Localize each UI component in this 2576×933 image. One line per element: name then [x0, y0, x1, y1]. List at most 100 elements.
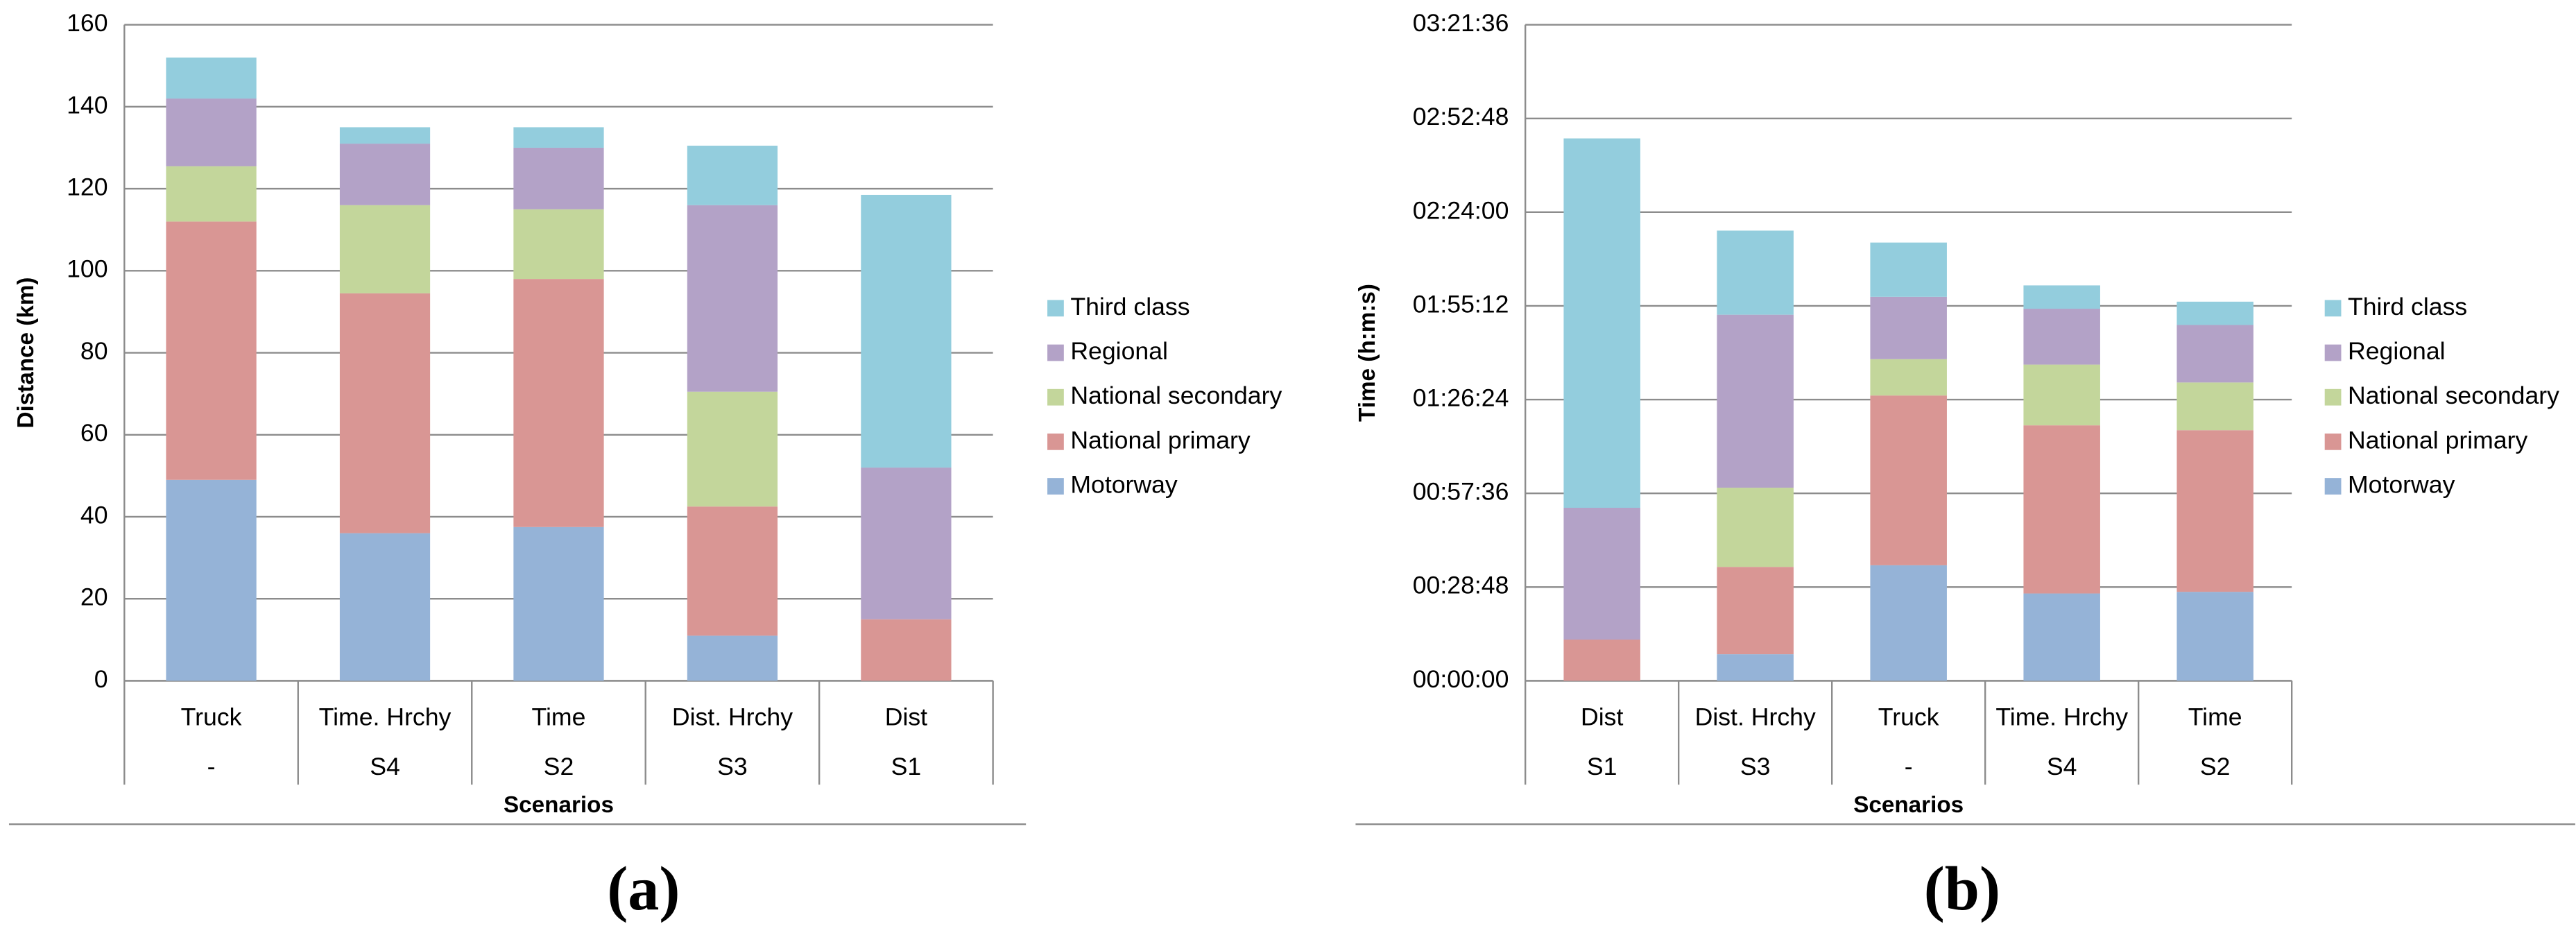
y-tick-label: 02:24:00 [1413, 196, 1509, 224]
y-axis-title: Time (h:m:s) [1355, 284, 1380, 422]
y-tick-label: 02:52:48 [1413, 103, 1509, 130]
legend-swatch [2324, 344, 2342, 361]
bar-segment [861, 619, 952, 681]
bar-segment [339, 144, 431, 205]
legend-swatch [1047, 478, 1064, 495]
bar-segment [1717, 488, 1794, 567]
panel-label: (a) [607, 854, 680, 923]
x-tick-label: Dist [1581, 703, 1623, 730]
y-tick-label: 0 [94, 665, 108, 693]
y-tick-label: 01:26:24 [1413, 384, 1509, 412]
legend-swatch [1047, 344, 1064, 361]
y-tick-label: 40 [80, 501, 108, 529]
bar-segment [166, 57, 257, 99]
legend-swatch [1047, 433, 1064, 450]
x-tick-label: Time [532, 703, 586, 730]
bar-segment [166, 166, 257, 222]
bar-segment [687, 635, 778, 681]
bar-segment [2176, 430, 2253, 592]
group-label: S4 [370, 753, 400, 780]
bar-segment [1870, 395, 1947, 565]
group-label: S3 [1740, 753, 1771, 780]
bar-segment [2023, 425, 2100, 594]
legend-label: National primary [2348, 426, 2528, 454]
legend-swatch [1047, 388, 1064, 406]
legend-label: Regional [2348, 337, 2446, 365]
x-tick-label: Truck [181, 703, 242, 730]
legend-label: Motorway [2348, 470, 2455, 498]
bar-segment [339, 293, 431, 533]
bar-segment [339, 127, 431, 144]
y-tick-label: 80 [80, 337, 108, 365]
legend-label: National primary [1070, 426, 1251, 454]
bar-segment [1870, 296, 1947, 359]
y-tick-label: 120 [67, 173, 108, 201]
group-label: S2 [544, 753, 574, 780]
bar-segment [2023, 593, 2100, 681]
y-tick-label: 03:21:36 [1413, 9, 1509, 37]
legend-label: Motorway [1070, 470, 1178, 498]
legend-swatch [2324, 388, 2342, 406]
bar-segment [2023, 285, 2100, 309]
bar-segment [166, 479, 257, 681]
bar-segment [513, 147, 604, 209]
bar-segment [1563, 639, 1640, 681]
group-label: S4 [2047, 753, 2077, 780]
bar-segment [1563, 138, 1640, 508]
group-label: - [1905, 753, 1913, 780]
y-tick-label: 140 [67, 91, 108, 119]
legend-swatch [2324, 300, 2342, 317]
y-tick-label: 100 [67, 255, 108, 283]
legend-swatch [2324, 433, 2342, 450]
x-tick-label: Dist [885, 703, 927, 730]
x-tick-label: Dist. Hrchy [672, 703, 793, 730]
y-tick-label: 60 [80, 419, 108, 447]
bar-segment [166, 221, 257, 480]
group-label: S3 [717, 753, 748, 780]
legend-label: Regional [1070, 337, 1168, 365]
group-label: - [207, 753, 216, 780]
bar-segment [2023, 364, 2100, 426]
bar-segment [2176, 325, 2253, 383]
y-tick-label: 00:28:48 [1413, 572, 1509, 599]
bar-segment [1717, 654, 1794, 681]
chart: 00:00:00 00:28:48 00:57:36 01:26:24 01:55:12… [1355, 9, 2575, 923]
group-label: S2 [2200, 753, 2231, 780]
bar-segment [2176, 382, 2253, 431]
x-tick-label: Time [2188, 703, 2242, 730]
group-label: S1 [1587, 753, 1617, 780]
y-tick-label: 20 [80, 583, 108, 611]
bar-segment [513, 127, 604, 148]
bar-segment [1870, 359, 1947, 396]
bar-segment [339, 533, 431, 681]
bar-segment [1717, 567, 1794, 655]
x-axis-title: Scenarios [1853, 792, 1964, 818]
bar-segment [513, 527, 604, 681]
y-tick-label: 00:57:36 [1413, 478, 1509, 506]
bar-segment [861, 468, 952, 619]
y-tick-label: 00:00:00 [1413, 665, 1509, 693]
bar-segment [2023, 309, 2100, 365]
bar-segment [1717, 314, 1794, 488]
legend-label: Third class [2348, 293, 2467, 320]
bar-segment [1870, 242, 1947, 297]
legend-swatch [1047, 300, 1064, 317]
x-tick-label: Time. Hrchy [319, 703, 452, 730]
bar-segment [166, 99, 257, 166]
bar-segment [2176, 301, 2253, 325]
x-tick-label: Dist. Hrchy [1695, 703, 1816, 730]
y-tick-label: 01:55:12 [1413, 290, 1509, 318]
legend-label: National secondary [2348, 382, 2559, 409]
bar-segment [513, 279, 604, 527]
group-label: S1 [891, 753, 922, 780]
x-axis-title: Scenarios [504, 792, 614, 818]
legend-swatch [2324, 478, 2342, 495]
bar-segment [687, 506, 778, 636]
legend-label: National secondary [1070, 382, 1282, 409]
bar-segment [2176, 592, 2253, 681]
bar-segment [1870, 565, 1947, 681]
x-tick-label: Truck [1878, 703, 1939, 730]
panel-label: (b) [1924, 854, 2000, 923]
